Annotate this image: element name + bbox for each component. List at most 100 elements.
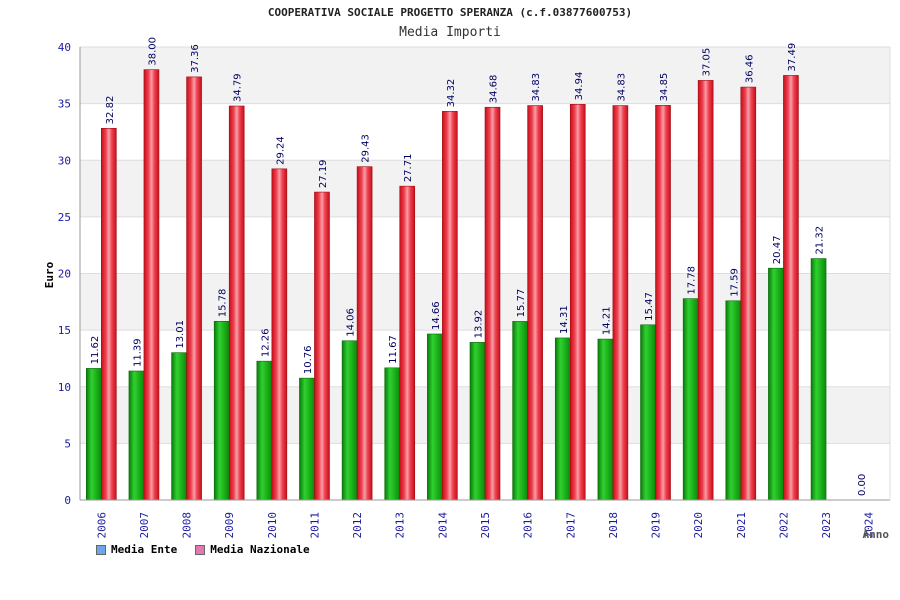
bar-label-media-ente: 20.47 xyxy=(772,236,783,265)
bar-label-media-ente: 13.92 xyxy=(474,310,485,339)
y-tick-label: 15 xyxy=(58,324,71,337)
bar-media-ente xyxy=(768,267,784,501)
bars xyxy=(86,69,827,501)
bar-media-nazionale xyxy=(228,105,245,501)
bar-media-nazionale xyxy=(356,166,373,501)
y-tick-labels: 0 5 10 15 20 25 30 35 40 xyxy=(58,41,71,507)
bar-media-ente xyxy=(299,377,315,501)
bar-media-nazionale xyxy=(740,86,757,501)
bar-label-media-nazionale: 32.82 xyxy=(105,96,116,125)
bar-media-ente xyxy=(427,333,443,501)
bar-label-media-nazionale: 37.05 xyxy=(702,48,713,77)
x-tick-label: 2010 xyxy=(266,512,279,539)
bar-label-media-nazionale: 34.83 xyxy=(531,73,542,102)
bar-media-nazionale xyxy=(143,69,160,501)
y-axis-label: Euro xyxy=(43,261,56,288)
bar-label-media-ente: 11.39 xyxy=(132,338,143,367)
bar-label-media-ente: 12.26 xyxy=(260,329,271,358)
bar-label-media-ente: 21.32 xyxy=(815,226,826,255)
y-tick-label: 5 xyxy=(64,437,71,450)
y-tick-label: 10 xyxy=(58,381,71,394)
bar-media-nazionale xyxy=(697,80,714,501)
bar-label-media-nazionale: 36.46 xyxy=(744,54,755,83)
legend: Media Ente Media Nazionale xyxy=(96,543,310,556)
bar-label-media-ente: 11.62 xyxy=(90,336,101,365)
bar-label-media-ente: 15.47 xyxy=(644,292,655,321)
legend-label-media-ente: Media Ente xyxy=(111,543,178,556)
legend-item-media-nazionale: Media Nazionale xyxy=(195,543,310,556)
bar-label-media-ente: 17.78 xyxy=(687,266,698,295)
y-tick-label: 25 xyxy=(58,211,71,224)
bar-media-ente xyxy=(810,258,827,501)
x-tick-label: 2011 xyxy=(308,512,321,539)
x-tick-label: 2022 xyxy=(777,512,790,539)
bar-media-ente xyxy=(640,324,656,501)
x-tick-label: 2009 xyxy=(223,512,236,539)
bar-media-nazionale xyxy=(569,104,586,501)
bar-media-ente xyxy=(469,342,486,501)
x-tick-label: 2019 xyxy=(650,512,663,539)
bar-media-nazionale xyxy=(314,191,330,501)
x-tick-label: 2014 xyxy=(436,512,449,539)
x-tick-label: 2024 xyxy=(863,512,876,539)
bar-label-media-nazionale: 27.71 xyxy=(403,154,414,183)
chart-title: COOPERATIVA SOCIALE PROGETTO SPERANZA (c… xyxy=(267,6,633,19)
bar-labels: 11.62 32.82 11.39 38.00 13.01 37.36 15.78 34.79… xyxy=(90,37,868,496)
bar-media-ente xyxy=(725,300,742,501)
bar-label-media-nazionale: 27.19 xyxy=(318,159,329,188)
x-tick-label: 2012 xyxy=(351,512,364,539)
bar-media-ente xyxy=(171,352,187,501)
bar-media-nazionale xyxy=(101,128,117,501)
bar-media-ente xyxy=(597,338,614,501)
y-tick-label: 40 xyxy=(58,41,71,54)
bar-media-nazionale xyxy=(399,185,416,501)
y-tick-label: 30 xyxy=(58,154,71,167)
bar-media-ente xyxy=(213,320,230,501)
bar-media-ente xyxy=(86,368,102,501)
bar-label-media-nazionale: 29.24 xyxy=(275,136,286,165)
bar-media-ente xyxy=(341,340,358,501)
bar-label-media-nazionale: 29.43 xyxy=(361,134,372,163)
x-tick-label: 2015 xyxy=(479,512,492,539)
x-tick-label: 2008 xyxy=(181,512,194,539)
bar-label-media-nazionale: 34.85 xyxy=(659,73,670,102)
bar-label-media-ente: 14.31 xyxy=(559,305,570,334)
bar-label-media-ente: 14.21 xyxy=(601,306,612,335)
bar-media-ente xyxy=(256,360,273,501)
bar-media-nazionale xyxy=(484,106,501,501)
bar-media-ente xyxy=(512,321,528,501)
bar-media-nazionale xyxy=(612,105,629,501)
bar-label-media-nazionale: 38.00 xyxy=(147,37,158,66)
x-tick-label: 2013 xyxy=(394,512,407,539)
bar-label-media-nazionale: 34.94 xyxy=(574,72,585,101)
axes xyxy=(79,47,891,501)
x-tick-label: 2007 xyxy=(138,512,151,539)
bar-media-ente xyxy=(128,370,145,501)
bar-label-media-nazionale: 34.32 xyxy=(446,79,457,108)
bar-media-nazionale xyxy=(527,105,543,501)
bar-media-nazionale xyxy=(442,111,458,501)
chart-subtitle: Media Importi xyxy=(399,25,501,40)
bar-media-nazionale xyxy=(186,76,202,501)
bar-label-media-ente: 0.00 xyxy=(857,474,868,496)
y-tick-label: 35 xyxy=(58,98,71,111)
y-tick-label: 20 xyxy=(58,268,71,281)
x-tick-labels: 2006 2007 2008 2009 2010 2011 2012 2013 2014 2015… xyxy=(95,512,875,539)
legend-item-media-ente: Media Ente xyxy=(96,543,177,556)
bar-media-ente xyxy=(554,337,571,501)
bar-media-nazionale xyxy=(655,105,671,501)
bar-media-nazionale xyxy=(783,75,799,501)
bar-label-media-ente: 14.66 xyxy=(431,301,442,330)
bar-label-media-nazionale: 37.49 xyxy=(787,43,798,72)
bar-media-nazionale xyxy=(271,168,288,501)
bar-label-media-ente: 15.78 xyxy=(218,289,229,318)
bar-label-media-nazionale: 34.68 xyxy=(489,75,500,104)
bar-label-media-ente: 10.76 xyxy=(303,346,314,375)
bar-label-media-ente: 11.67 xyxy=(388,335,399,364)
bar-label-media-nazionale: 34.79 xyxy=(233,73,244,102)
bar-label-media-ente: 13.01 xyxy=(175,320,186,349)
bar-label-media-ente: 14.06 xyxy=(346,308,357,337)
bar-label-media-nazionale: 37.36 xyxy=(190,44,201,73)
legend-label-media-nazionale: Media Nazionale xyxy=(210,543,310,556)
